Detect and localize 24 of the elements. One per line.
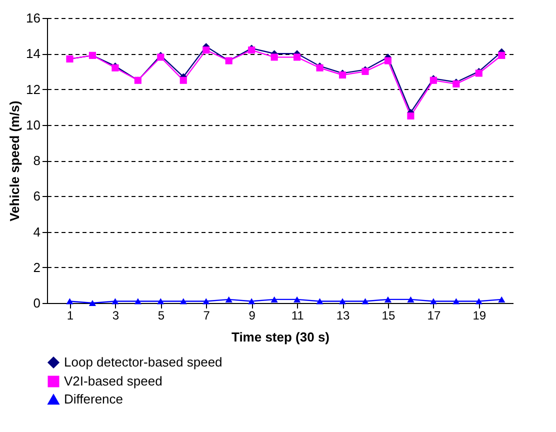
x-tick-label: 17 bbox=[427, 308, 441, 322]
legend-label: Loop detector-based speed bbox=[64, 354, 222, 370]
y-axis-title: Vehicle speed (m/s) bbox=[7, 100, 22, 222]
x-axis-title: Time step (30 s) bbox=[231, 330, 330, 344]
x-tick-label: 5 bbox=[158, 308, 165, 322]
y-tick-label: 4 bbox=[33, 224, 40, 240]
y-tick-label: 10 bbox=[26, 117, 40, 132]
x-tick-label: 1 bbox=[66, 308, 74, 322]
y-tick-label: 8 bbox=[33, 153, 40, 168]
x-tick-label: 19 bbox=[472, 308, 486, 322]
x-tick-label: 3 bbox=[112, 308, 120, 322]
x-tick-label: 15 bbox=[382, 308, 396, 322]
x-tick-label: 7 bbox=[203, 308, 210, 322]
y-tick-label: 6 bbox=[33, 188, 40, 204]
x-tick-label: 13 bbox=[336, 308, 350, 322]
y-tick-label: 0 bbox=[33, 296, 40, 310]
legend-label: Difference bbox=[64, 392, 124, 406]
y-tick-label: 16 bbox=[26, 10, 40, 26]
legend-label: V2I-based speed bbox=[64, 374, 162, 388]
y-tick-label: 2 bbox=[33, 260, 40, 275]
x-tick-label: 11 bbox=[291, 308, 304, 322]
x-tick-label: 9 bbox=[248, 308, 256, 322]
y-tick-label: 12 bbox=[26, 82, 40, 97]
y-tick-label: 14 bbox=[26, 46, 40, 62]
